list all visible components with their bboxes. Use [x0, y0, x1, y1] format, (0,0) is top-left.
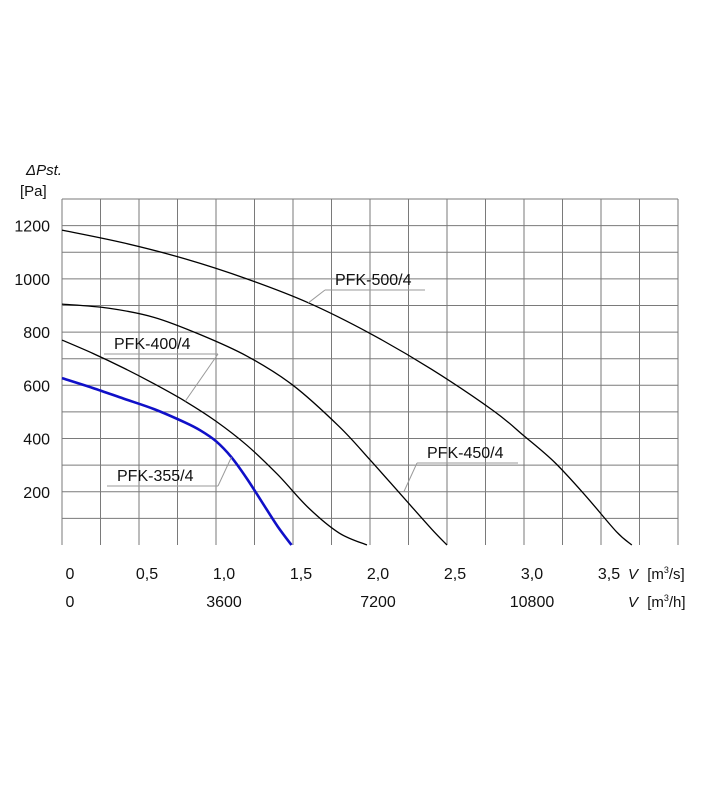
x-tick-label-flow-h: 10800 — [510, 594, 555, 611]
x-axis-flow-s-unit-open: [m — [647, 566, 664, 583]
x-axis-flow-h-unit-sup: 3 — [664, 593, 669, 603]
x-tick-label-flow-s: 0 — [66, 566, 75, 583]
x-tick-label-flow-s: 1,5 — [290, 566, 312, 583]
y-tick-label: 600 — [23, 378, 50, 395]
curve-label-leader — [217, 456, 232, 487]
x-axis-ticks-flow-h: 0 3600 7200 10800 — [66, 594, 555, 611]
x-tick-label-flow-h: 0 — [66, 594, 75, 611]
curve-pfk-500-4 — [61, 229, 633, 546]
x-axis-flow-h-unit-open: [m — [647, 594, 664, 611]
curve-labels: PFK-500/4 PFK-400/4 PFK-450/4 PFK-355/4 — [104, 272, 518, 492]
x-tick-label-flow-s: 1,0 — [213, 566, 235, 583]
x-tick-label-flow-h: 7200 — [360, 594, 396, 611]
curve-label-leader — [403, 462, 418, 492]
x-axis-flow-h-unit-close: /h] — [669, 594, 686, 611]
curve-label-pfk-400-4: PFK-400/4 — [114, 336, 191, 353]
x-axis-ticks-flow-s: 0 0,5 1,0 1,5 2,0 2,5 3,0 3,5 — [66, 566, 621, 583]
curve-pfk-450-4 — [61, 303, 448, 546]
curve-label-pfk-500-4: PFK-500/4 — [335, 272, 412, 289]
curve-label-leader — [184, 353, 219, 402]
x-tick-label-flow-s: 3,0 — [521, 566, 543, 583]
curve-pfk-355-4 — [61, 376, 293, 546]
x-axis-flow-s-unit-sup: 3 — [664, 565, 669, 575]
curve-pfk-400-4 — [61, 339, 368, 546]
y-axis-ticks: 200 400 600 800 1000 1200 — [14, 219, 50, 502]
x-axis-flow-h-symbol: V — [628, 594, 640, 611]
y-tick-label: 1200 — [14, 219, 50, 236]
x-tick-label-flow-s: 0,5 — [136, 566, 158, 583]
x-tick-label-flow-s: 2,5 — [444, 566, 466, 583]
x-axis-flow-s-symbol: V — [628, 566, 640, 583]
fan-curves — [61, 229, 633, 546]
x-tick-label-flow-s: 3,5 — [598, 566, 620, 583]
curve-label-leader — [308, 289, 326, 304]
y-tick-label: 1000 — [14, 272, 50, 289]
x-axis-label-flow-s: V [m3/s] — [628, 565, 685, 583]
y-tick-label: 400 — [23, 432, 50, 449]
plot-grid — [61, 198, 679, 545]
x-tick-label-flow-s: 2,0 — [367, 566, 389, 583]
x-axis-flow-s-unit-close: /s] — [669, 566, 685, 583]
curve-label-pfk-450-4: PFK-450/4 — [427, 445, 504, 462]
y-tick-label: 200 — [23, 485, 50, 502]
x-axis-label-flow-h: V [m3/h] — [628, 593, 686, 611]
y-tick-label: 800 — [23, 325, 50, 342]
y-axis-unit: [Pa] — [20, 183, 47, 200]
x-tick-label-flow-h: 3600 — [206, 594, 242, 611]
y-axis-symbol: ΔPst. — [25, 162, 62, 179]
curve-label-pfk-355-4: PFK-355/4 — [117, 468, 194, 485]
